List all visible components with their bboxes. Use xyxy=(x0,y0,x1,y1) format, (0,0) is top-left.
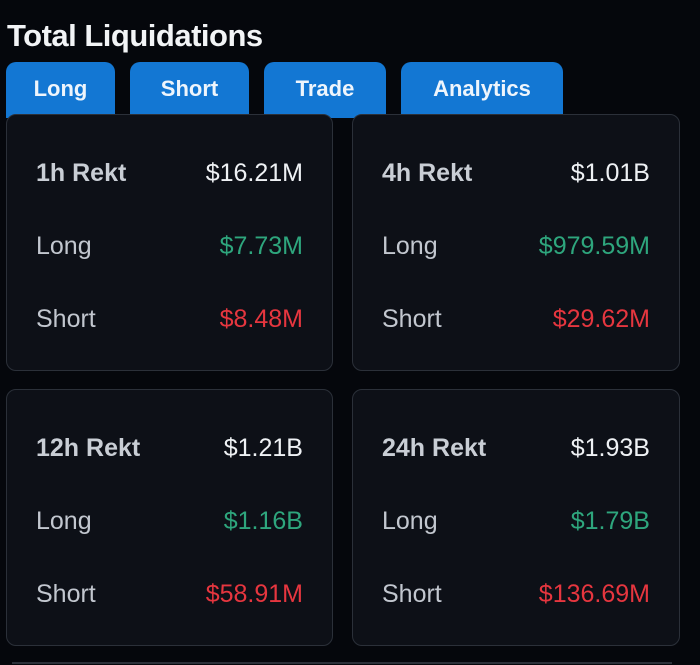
total-value: $16.21M xyxy=(205,159,303,187)
short-row: Short $58.91M xyxy=(36,580,303,609)
total-row: 1h Rekt $16.21M xyxy=(36,159,303,188)
long-row: Long $1.16B xyxy=(36,507,303,536)
rekt-card-24h: 24h Rekt $1.93B Long $1.79B Short $136.6… xyxy=(352,389,680,646)
short-value: $29.62M xyxy=(552,305,650,333)
long-label: Long xyxy=(36,507,92,535)
tab-short[interactable]: Short xyxy=(130,62,249,118)
long-label: Long xyxy=(382,507,438,535)
tab-bar: Long Short Trade Analytics xyxy=(0,62,700,122)
short-label: Short xyxy=(382,580,442,608)
short-value: $136.69M xyxy=(538,580,650,608)
tab-trade[interactable]: Trade xyxy=(264,62,386,118)
tab-long[interactable]: Long xyxy=(6,62,115,118)
long-label: Long xyxy=(382,232,438,260)
total-row: 24h Rekt $1.93B xyxy=(382,434,650,463)
period-label: 24h Rekt xyxy=(382,434,487,462)
short-row: Short $8.48M xyxy=(36,305,303,334)
short-row: Short $136.69M xyxy=(382,580,650,609)
short-label: Short xyxy=(382,305,442,333)
long-value: $1.16B xyxy=(223,507,303,535)
total-row: 4h Rekt $1.01B xyxy=(382,159,650,188)
divider xyxy=(12,662,672,664)
long-label: Long xyxy=(36,232,92,260)
short-value: $58.91M xyxy=(205,580,303,608)
period-label: 1h Rekt xyxy=(36,159,127,187)
long-value: $979.59M xyxy=(538,232,650,260)
long-row: Long $7.73M xyxy=(36,232,303,261)
tab-analytics[interactable]: Analytics xyxy=(401,62,563,118)
rekt-card-1h: 1h Rekt $16.21M Long $7.73M Short $8.48M xyxy=(6,114,333,371)
period-label: 12h Rekt xyxy=(36,434,141,462)
rekt-card-4h: 4h Rekt $1.01B Long $979.59M Short $29.6… xyxy=(352,114,680,371)
short-label: Short xyxy=(36,580,96,608)
long-value: $7.73M xyxy=(219,232,303,260)
page-title: Total Liquidations xyxy=(7,18,263,53)
total-row: 12h Rekt $1.21B xyxy=(36,434,303,463)
short-row: Short $29.62M xyxy=(382,305,650,334)
rekt-card-12h: 12h Rekt $1.21B Long $1.16B Short $58.91… xyxy=(6,389,333,646)
long-row: Long $1.79B xyxy=(382,507,650,536)
long-value: $1.79B xyxy=(570,507,650,535)
period-label: 4h Rekt xyxy=(382,159,473,187)
short-value: $8.48M xyxy=(219,305,303,333)
total-value: $1.93B xyxy=(570,434,650,462)
total-value: $1.21B xyxy=(223,434,303,462)
short-label: Short xyxy=(36,305,96,333)
long-row: Long $979.59M xyxy=(382,232,650,261)
total-value: $1.01B xyxy=(570,159,650,187)
